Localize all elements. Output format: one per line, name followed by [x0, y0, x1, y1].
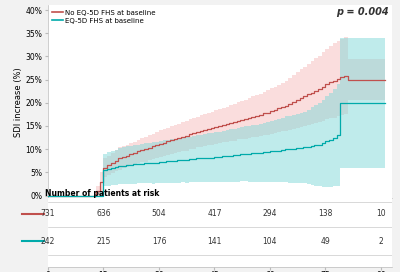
- Text: 504: 504: [152, 209, 166, 218]
- Text: 104: 104: [263, 237, 277, 246]
- Text: 138: 138: [318, 209, 333, 218]
- Text: 176: 176: [152, 237, 166, 246]
- Y-axis label: SDI increase (%): SDI increase (%): [14, 67, 23, 137]
- Text: 294: 294: [263, 209, 277, 218]
- Text: 242: 242: [41, 237, 55, 246]
- Text: Number of patients at risk: Number of patients at risk: [44, 189, 159, 198]
- Text: 215: 215: [96, 237, 111, 246]
- Text: p = 0.004: p = 0.004: [336, 7, 388, 17]
- Legend: No EQ-5D FHS at baseline, EQ-5D FHS at baseline: No EQ-5D FHS at baseline, EQ-5D FHS at b…: [49, 7, 159, 26]
- Text: 2: 2: [378, 237, 383, 246]
- Text: 141: 141: [207, 237, 222, 246]
- Text: 731: 731: [41, 209, 55, 218]
- Text: 10: 10: [376, 209, 386, 218]
- Text: 636: 636: [96, 209, 111, 218]
- Text: 49: 49: [320, 237, 330, 246]
- Text: 417: 417: [207, 209, 222, 218]
